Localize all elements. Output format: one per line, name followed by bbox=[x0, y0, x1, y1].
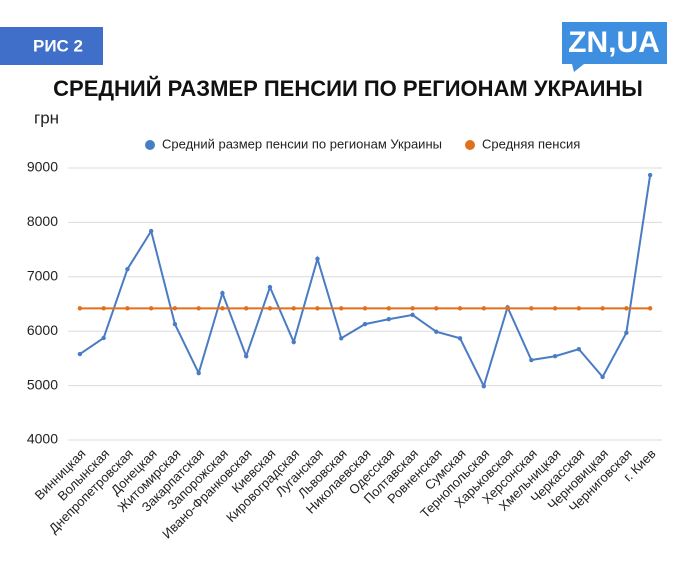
point bbox=[576, 346, 582, 352]
point bbox=[291, 339, 296, 345]
point bbox=[148, 306, 154, 311]
point bbox=[244, 306, 249, 311]
point bbox=[315, 256, 320, 262]
point bbox=[291, 306, 296, 311]
point bbox=[339, 306, 344, 311]
point bbox=[267, 306, 273, 311]
point bbox=[125, 306, 130, 311]
point bbox=[315, 306, 320, 311]
y-tick-label: 6000 bbox=[27, 322, 58, 338]
legend-label: Средний размер пенсии по регионам Украин… bbox=[162, 136, 442, 151]
point bbox=[552, 354, 558, 359]
point bbox=[244, 354, 249, 359]
point bbox=[410, 306, 415, 311]
logo-tail bbox=[572, 64, 584, 72]
chart-title: СРЕДНИЙ РАЗМЕР ПЕНСИИ ПО РЕГИОНАМ УКРАИН… bbox=[53, 76, 643, 101]
point bbox=[386, 306, 391, 311]
point bbox=[481, 306, 486, 311]
y-axis-label: грн bbox=[34, 108, 59, 127]
point bbox=[220, 290, 225, 296]
point bbox=[386, 317, 391, 322]
point bbox=[434, 306, 439, 311]
point bbox=[457, 306, 463, 311]
point bbox=[362, 321, 368, 327]
point bbox=[196, 370, 201, 376]
badge: РИС 2 bbox=[33, 36, 83, 55]
point bbox=[125, 266, 130, 272]
point bbox=[576, 306, 582, 311]
point bbox=[552, 306, 558, 311]
point bbox=[457, 336, 463, 341]
y-tick-label: 8000 bbox=[27, 213, 58, 229]
point bbox=[505, 306, 510, 311]
y-tick-label: 7000 bbox=[27, 268, 58, 284]
point bbox=[339, 336, 344, 341]
point bbox=[362, 306, 368, 311]
point bbox=[624, 306, 629, 311]
point bbox=[196, 306, 201, 311]
y-tick-label: 5000 bbox=[27, 376, 58, 392]
legend-swatch bbox=[465, 140, 475, 150]
point bbox=[624, 330, 629, 336]
point bbox=[647, 306, 653, 311]
y-tick-label: 9000 bbox=[27, 159, 58, 175]
point bbox=[600, 374, 605, 380]
point bbox=[148, 228, 154, 234]
point bbox=[434, 329, 439, 334]
point bbox=[481, 383, 486, 389]
point bbox=[77, 351, 83, 357]
point bbox=[101, 306, 106, 311]
point bbox=[172, 306, 178, 311]
point bbox=[101, 335, 106, 341]
point bbox=[172, 321, 178, 327]
legend-label: Средняя пенсия bbox=[482, 136, 580, 151]
point bbox=[647, 172, 653, 178]
point bbox=[529, 357, 534, 363]
point bbox=[600, 306, 605, 311]
y-tick-label: 4000 bbox=[27, 431, 58, 447]
series-line bbox=[79, 174, 652, 389]
point bbox=[77, 306, 83, 311]
legend-swatch bbox=[145, 140, 155, 150]
point bbox=[220, 306, 225, 311]
badge-bg bbox=[0, 27, 103, 65]
point bbox=[529, 306, 534, 311]
logo-bg bbox=[562, 22, 667, 64]
logo: ZN,UA bbox=[568, 26, 660, 59]
point bbox=[267, 284, 273, 290]
point bbox=[410, 312, 415, 318]
